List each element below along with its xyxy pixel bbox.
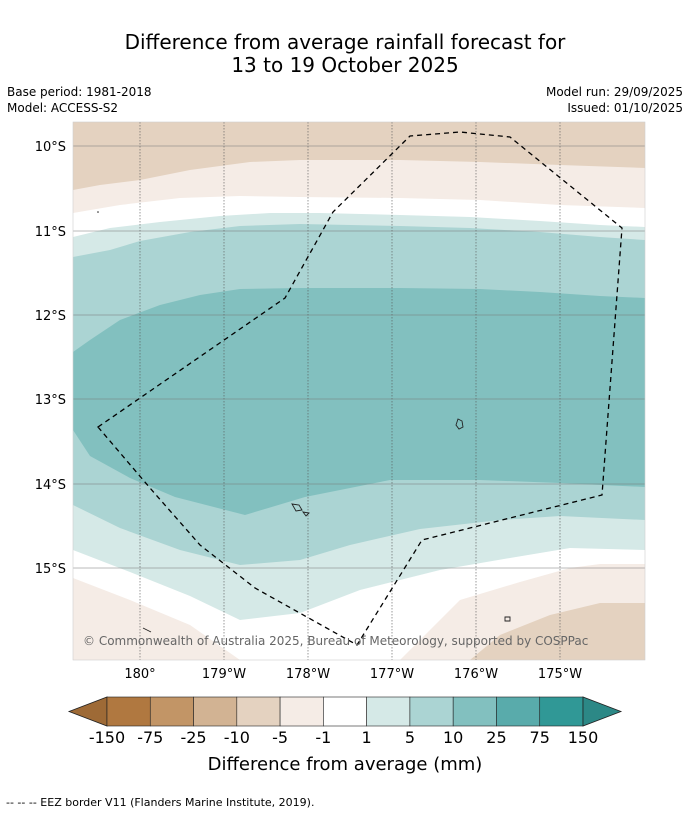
meta-right: Model run: 29/09/2025 Issued: 01/10/2025 [546, 84, 683, 116]
island-alofi [301, 511, 310, 517]
map-plot-area [73, 122, 645, 660]
island-small-southwest [142, 627, 152, 633]
model-name: Model: ACCESS-S2 [7, 101, 119, 115]
colorbar-ticks: -150 -75 -25 -10 -5 -1 1 5 10 25 75 150 [89, 728, 598, 747]
colorbar-tick-label: -10 [224, 728, 250, 747]
title-line-1: Difference from average rainfall forecas… [124, 30, 566, 54]
lon-label: 177°W [370, 667, 414, 682]
colorbar-segment [452, 696, 497, 727]
graticule [73, 122, 645, 660]
colorbar-segment [496, 696, 541, 727]
colorbar-tick-label: -25 [180, 728, 206, 747]
lon-label: 175°W [538, 667, 582, 682]
colorbar-extend-low [67, 696, 108, 727]
latitude-labels: 10°S 11°S 12°S 13°S 14°S 15°S [35, 140, 66, 577]
colorbar: -150 -75 -25 -10 -5 -1 1 5 10 25 75 150 [67, 696, 623, 747]
colorbar-tick-label: -75 [137, 728, 163, 747]
issued-date: Issued: 01/10/2025 [567, 101, 683, 115]
island-futuna [291, 503, 303, 512]
colorbar-tick-label: -1 [315, 728, 331, 747]
island-wallis [455, 418, 464, 430]
colorbar-tick-label: 150 [568, 728, 599, 747]
colorbar-segment [193, 696, 238, 727]
colorbar-segment [106, 696, 151, 727]
lon-label: 176°W [454, 667, 498, 682]
eez-border [97, 131, 623, 646]
colorbar-segment [366, 696, 411, 727]
band-brown-south [470, 603, 645, 660]
colorbar-extend-high [582, 696, 623, 727]
base-period: Base period: 1981-2018 [7, 85, 152, 99]
lat-label: 12°S [35, 309, 66, 324]
colorbar-segment [539, 696, 584, 727]
eez-legend-footer: -- -- -- EEZ border V11 (Flanders Marine… [6, 796, 315, 809]
lat-label: 11°S [35, 225, 66, 240]
colorbar-segment [236, 696, 281, 727]
longitude-labels: 180° 179°W 178°W 177°W 176°W 175°W [124, 667, 582, 682]
model-run: Model run: 29/09/2025 [545, 85, 683, 99]
colorbar-tick-label: 75 [530, 728, 550, 747]
lon-label: 180° [124, 667, 155, 682]
map-frame [72, 121, 646, 661]
colorbar-tick-label: -5 [272, 728, 288, 747]
meta-left: Base period: 1981-2018 Model: ACCESS-S2 [7, 84, 152, 116]
island-small-south [504, 616, 511, 622]
colorbar-segments [106, 696, 584, 727]
colorbar-tick-label: -150 [89, 728, 125, 747]
colorbar-segment [149, 696, 194, 727]
lat-label: 15°S [35, 562, 66, 577]
colorbar-tick-label: 10 [443, 728, 463, 747]
lon-label: 178°W [286, 667, 330, 682]
title-line-2: 13 to 19 October 2025 [231, 53, 459, 77]
lat-label: 14°S [35, 478, 66, 493]
colorbar-tick-label: 5 [405, 728, 415, 747]
copyright-text: © Commonwealth of Australia 2025, Bureau… [83, 634, 588, 648]
lat-label: 10°S [35, 140, 66, 155]
lat-label: 13°S [35, 393, 66, 408]
colorbar-segment [279, 696, 324, 727]
colorbar-segment [323, 696, 367, 727]
colorbar-tick-label: 25 [486, 728, 506, 747]
colorbar-tick-label: 1 [362, 728, 372, 747]
map-title: Difference from average rainfall forecas… [0, 31, 690, 77]
colorbar-label: Difference from average (mm) [207, 754, 483, 775]
lon-label: 179°W [202, 667, 246, 682]
islands [97, 211, 511, 633]
colorbar-segment [409, 696, 454, 727]
